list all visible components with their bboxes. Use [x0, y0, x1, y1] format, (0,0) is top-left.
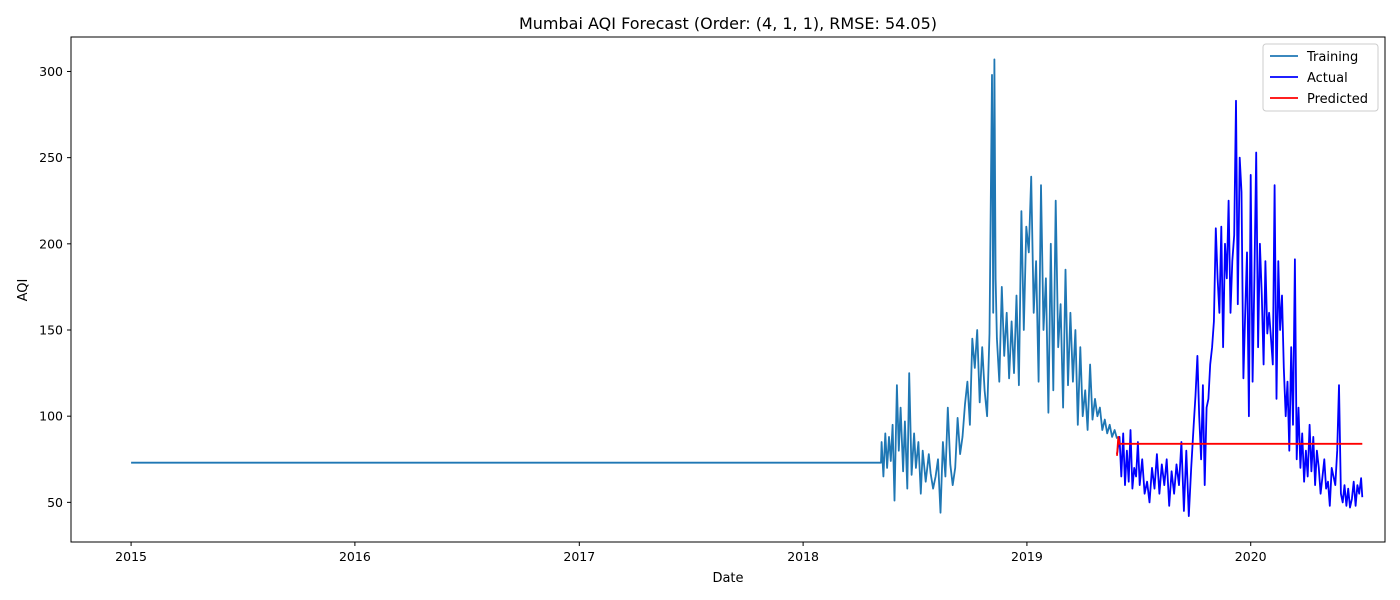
- series-line-training: [131, 58, 1118, 514]
- x-tick-label: 2019: [1011, 549, 1043, 564]
- y-tick-label: 300: [39, 64, 63, 79]
- x-axis-label: Date: [712, 571, 743, 586]
- x-tick-label: 2016: [339, 549, 371, 564]
- x-tick-label: 2017: [563, 549, 595, 564]
- plot-frame: [70, 36, 1386, 543]
- y-axis-label: AQI: [16, 279, 31, 302]
- y-tick-label: 200: [39, 236, 63, 251]
- series-line-predicted: [1116, 435, 1363, 456]
- chart-title: Mumbai AQI Forecast (Order: (4, 1, 1), R…: [519, 14, 937, 33]
- x-tick-label: 2020: [1235, 549, 1267, 564]
- plot-lines: [131, 58, 1364, 517]
- legend-box: [1262, 43, 1379, 112]
- y-tick-label: 100: [39, 409, 63, 424]
- y-axis-ticks: 50 100 150 200 250 300: [39, 64, 71, 510]
- legend-label-actual: Actual: [1307, 71, 1348, 86]
- y-tick-label: 150: [39, 323, 63, 338]
- x-tick-label: 2018: [787, 549, 819, 564]
- x-tick-label: 2015: [115, 549, 147, 564]
- legend-label-training: Training: [1306, 50, 1358, 65]
- legend: Training Actual Predicted: [1262, 43, 1379, 112]
- y-tick-label: 250: [39, 150, 63, 165]
- legend-label-predicted: Predicted: [1307, 92, 1368, 107]
- series-line-actual: [1116, 99, 1364, 517]
- x-axis-ticks: 2015 2016 2017 2018 2019 2020: [115, 542, 1267, 564]
- y-tick-label: 50: [47, 495, 63, 510]
